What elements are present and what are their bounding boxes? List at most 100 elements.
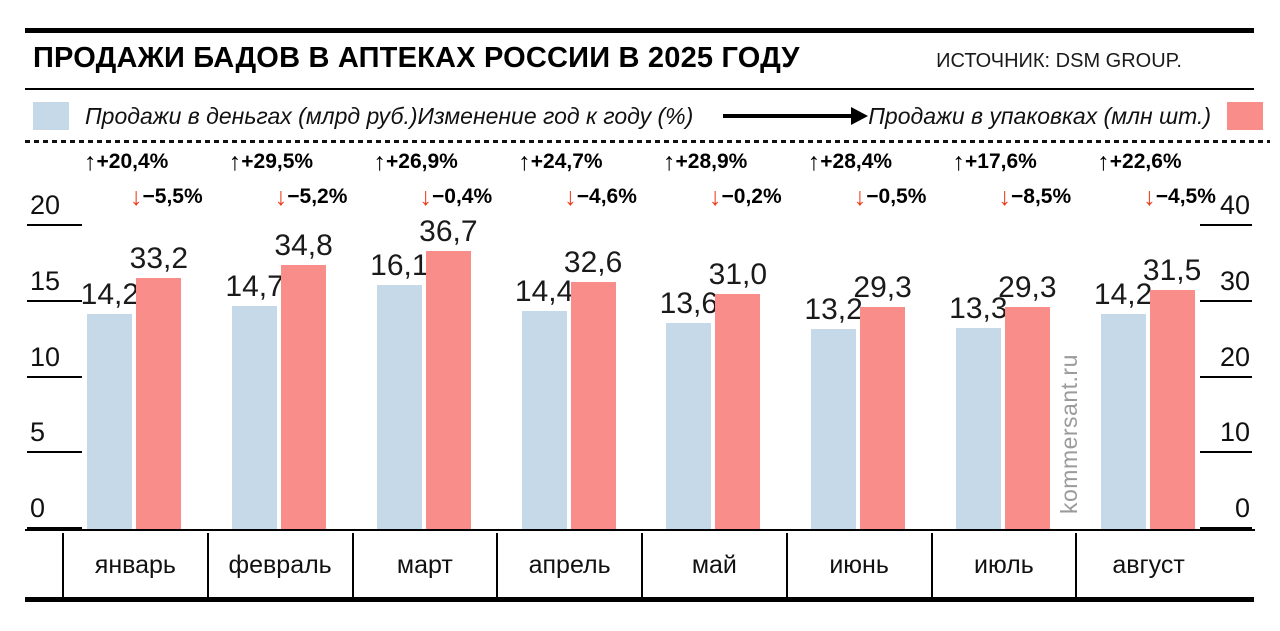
top-rule [25,28,1254,33]
money-yoy-annotation: ↑+20,4% [84,148,168,176]
right-axis-tick: 0 [1200,493,1252,529]
money-bar [955,327,1001,529]
money-bar [521,310,567,529]
money-bar [87,313,133,529]
money-swatch-icon [33,102,69,130]
legend-money: Продажи в деньгах (млрд руб.) [33,102,418,130]
bar-pair: 14,2 31,5 [1094,254,1201,529]
bottom-rule [25,597,1254,602]
down-arrow-icon: ↓ [274,183,288,211]
money-yoy-annotation: ↑+17,6% [952,148,1037,176]
up-arrow-icon: ↑ [373,148,387,176]
money-yoy-value: +17,6% [965,150,1037,173]
source-credit: ИСТОЧНИК: DSM GROUP. [936,50,1182,72]
money-value-label: 13,6 [659,287,719,320]
right-axis-tick: 30 [1200,266,1252,302]
bar-pair: 14,2 33,2 [81,242,188,529]
packs-bar-group: 32,6 [564,246,622,529]
month-group: ↑+28,9% ↓−0,2% 13,6 31,0 [641,145,786,531]
packs-bar [715,294,761,529]
packs-value-label: 31,5 [1142,254,1202,288]
money-bar-group: 14,7 [225,270,284,529]
header-divider [25,88,1254,90]
packs-value-label: 31,0 [708,258,768,292]
packs-yoy-value: −0,4% [432,185,493,208]
month-label: март [351,533,497,597]
packs-bar-group: 33,2 [130,242,188,529]
header: ПРОДАЖИ БАДОВ В АПТЕКАХ РОССИИ В 2025 ГО… [33,42,1254,75]
down-arrow-icon: ↓ [998,183,1012,211]
money-bar-group: 13,6 [660,287,718,529]
month-label: июнь [785,533,931,597]
money-yoy-annotation: ↑+28,4% [808,150,893,175]
packs-bar-group: 31,0 [709,258,767,529]
money-yoy-annotation: ↑+26,9% [373,148,458,176]
month-group: ↑+22,6% ↓−4,5% 14,2 31,5 [1075,145,1220,531]
up-arrow-icon: ↑ [84,148,97,176]
packs-bar-group: 31,5 [1143,254,1201,529]
bar-pair: 14,4 32,6 [515,246,622,529]
money-yoy-value: +28,4% [820,150,893,173]
packs-bar [281,265,327,529]
right-axis-tick: 10 [1200,417,1252,454]
left-axis-tick: 5 [27,417,82,454]
packs-value-label: 29,3 [853,271,912,305]
down-arrow-icon: ↓ [709,183,722,211]
up-arrow-icon: ↑ [952,148,966,176]
month-group: ↑+24,7% ↓−4,6% 14,4 32,6 [496,145,641,531]
month-label: январь [94,550,176,579]
packs-yoy-value: −4,6% [576,185,637,208]
bar-pair: 13,6 31,0 [660,258,767,529]
packs-bar [1004,307,1050,529]
packs-value-label: 36,7 [419,215,478,248]
month-label: февраль [206,533,352,597]
left-axis-tick: 15 [27,266,82,302]
money-bar-group: 13,3 [949,292,1008,529]
x-axis-baseline [25,529,1255,531]
watermark: kommersant.ru [1056,354,1082,514]
plot-area: ↑+20,4% ↓−5,5% 14,2 33,2 ↑+29,5% ↓−5,2% … [25,145,1255,531]
packs-yoy-annotation: ↓−0,5% [854,185,927,210]
legend: Продажи в деньгах (млрд руб.) Изменение … [33,100,1264,132]
money-bar [232,306,278,529]
left-axis-tick: 20 [27,190,82,226]
money-value-label: 13,2 [804,293,863,326]
down-arrow-icon: ↓ [130,183,143,211]
money-bar-group: 13,2 [804,293,863,529]
money-yoy-value: +22,6% [1109,150,1182,173]
bar-pair: 13,2 29,3 [804,271,912,529]
packs-bar [860,307,906,529]
money-value-label: 14,2 [80,277,140,311]
months-area: ↑+20,4% ↓−5,5% 14,2 33,2 ↑+29,5% ↓−5,2% … [62,145,1220,531]
money-bar-group: 14,2 [1094,278,1152,529]
bar-pair: 16,1 36,7 [370,215,478,529]
packs-bar [136,277,182,529]
money-bar [1100,313,1146,529]
money-value-label: 13,3 [949,291,1008,325]
packs-bar [1149,290,1195,529]
right-axis-tick: 20 [1200,342,1252,378]
up-arrow-icon: ↑ [518,148,531,176]
legend-packs: Продажи в упаковках (млн шт.) [868,102,1264,130]
packs-yoy-annotation: ↓−5,5% [130,183,203,211]
packs-bar-group: 29,3 [853,271,912,529]
packs-yoy-annotation: ↓−5,2% [274,183,348,211]
money-bar-group: 14,4 [515,275,573,529]
money-value-label: 16,1 [370,249,429,283]
month-label: август [1075,533,1220,597]
packs-yoy-value: −4,5% [1155,185,1216,208]
chart-title: ПРОДАЖИ БАДОВ В АПТЕКАХ РОССИИ В 2025 ГО… [33,42,800,74]
packs-bar-group: 34,8 [274,229,333,529]
money-yoy-value: +29,5% [241,150,314,173]
month-group: ↑+29,5% ↓−5,2% 14,7 34,8 [207,145,352,531]
packs-yoy-annotation: ↓−8,5% [998,183,1072,211]
packs-value-label: 34,8 [274,229,333,263]
money-value-label: 14,7 [225,270,284,304]
up-arrow-icon: ↑ [1097,148,1110,176]
legend-yoy-label: Изменение год к году (%) [417,102,694,129]
packs-bar [425,251,471,529]
right-axis-tick: 40 [1200,190,1252,226]
bar-pair: 13,3 29,3 [949,271,1057,529]
money-bar [666,323,712,529]
